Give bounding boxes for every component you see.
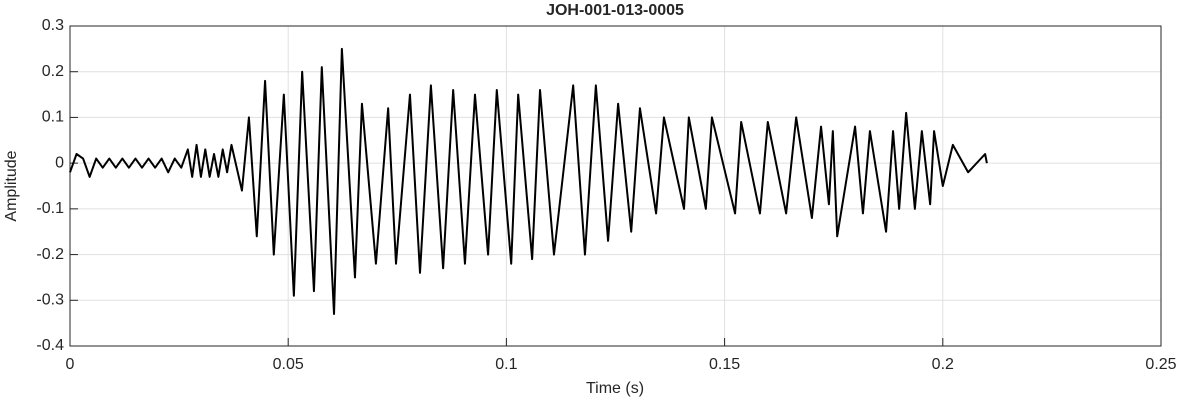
x-tick-label: 0.2 xyxy=(932,356,954,373)
x-tick-label: 0.25 xyxy=(1145,356,1176,373)
chart-title: JOH-001-013-0005 xyxy=(546,2,684,19)
x-tick-label: 0 xyxy=(66,356,75,373)
y-tick-label: -0.3 xyxy=(36,292,64,309)
y-axis-label: Amplitude xyxy=(3,150,20,221)
y-tick-label: -0.4 xyxy=(36,337,64,354)
data-line xyxy=(69,47,988,315)
y-tick-label: 0 xyxy=(55,154,64,171)
y-tick-label: 0.1 xyxy=(42,109,64,126)
y-tick-label: -0.2 xyxy=(36,246,64,263)
y-tick-label: 0.2 xyxy=(42,63,64,80)
axes-box xyxy=(69,25,1162,347)
x-tick-label: 0.1 xyxy=(495,356,517,373)
x-axis-label: Time (s) xyxy=(586,380,644,397)
x-tick-label: 0.05 xyxy=(273,356,304,373)
plot-area xyxy=(70,26,1161,346)
x-tick-label: 0.15 xyxy=(709,356,740,373)
y-tick-label: -0.1 xyxy=(36,200,64,217)
y-tick-label: 0.3 xyxy=(42,17,64,34)
